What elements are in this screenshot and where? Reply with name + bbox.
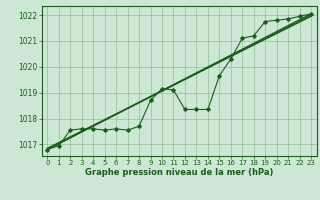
- X-axis label: Graphe pression niveau de la mer (hPa): Graphe pression niveau de la mer (hPa): [85, 168, 273, 177]
